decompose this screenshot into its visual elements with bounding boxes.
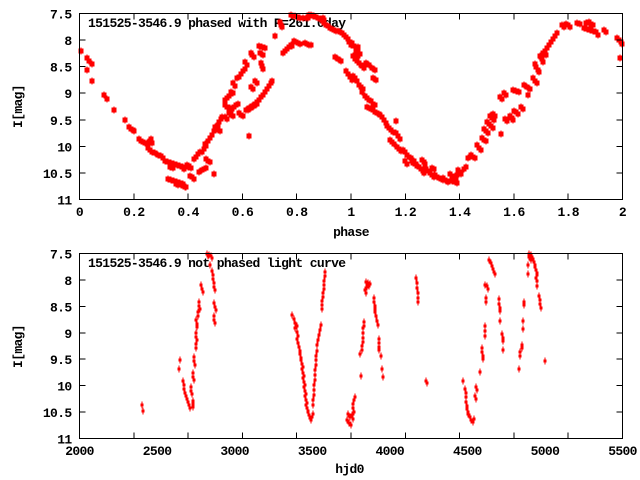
svg-text:1.8: 1.8: [557, 205, 579, 220]
svg-text:0.2: 0.2: [123, 205, 145, 220]
svg-text:5000: 5000: [531, 444, 560, 459]
svg-text:3000: 3000: [220, 444, 249, 459]
svg-text:hjd0: hjd0: [335, 462, 364, 477]
svg-text:2500: 2500: [143, 444, 172, 459]
svg-text:phase: phase: [333, 225, 370, 240]
svg-text:9: 9: [64, 327, 72, 342]
svg-text:1.4: 1.4: [449, 205, 471, 220]
svg-text:11: 11: [57, 194, 72, 209]
svg-text:5500: 5500: [608, 444, 637, 459]
svg-text:0.6: 0.6: [232, 205, 254, 220]
svg-text:I[mag]: I[mag]: [11, 85, 26, 128]
svg-text:11: 11: [57, 433, 72, 448]
svg-text:2000: 2000: [65, 444, 94, 459]
svg-text:1: 1: [347, 205, 355, 220]
svg-text:8.5: 8.5: [50, 61, 72, 76]
svg-text:10: 10: [57, 380, 72, 395]
svg-text:10.5: 10.5: [43, 406, 72, 421]
svg-text:8: 8: [64, 274, 72, 289]
svg-text:10.5: 10.5: [43, 167, 72, 182]
svg-text:3500: 3500: [298, 444, 327, 459]
svg-text:8.5: 8.5: [50, 300, 72, 315]
svg-text:0.4: 0.4: [177, 205, 199, 220]
svg-text:7.5: 7.5: [50, 8, 72, 23]
svg-text:9.5: 9.5: [50, 353, 72, 368]
svg-text:7.5: 7.5: [50, 248, 72, 263]
svg-text:9.5: 9.5: [50, 114, 72, 129]
svg-text:4500: 4500: [453, 444, 482, 459]
svg-text:2: 2: [619, 205, 627, 220]
svg-text:8: 8: [64, 34, 72, 49]
svg-text:I[mag]: I[mag]: [11, 325, 26, 368]
svg-text:1.6: 1.6: [503, 205, 525, 220]
svg-text:4000: 4000: [375, 444, 404, 459]
svg-text:1.2: 1.2: [395, 205, 417, 220]
svg-text:10: 10: [57, 140, 72, 155]
svg-text:0: 0: [76, 205, 84, 220]
svg-text:9: 9: [64, 87, 72, 102]
svg-text:0.8: 0.8: [286, 205, 308, 220]
svg-text:151525-3546.9 not phased light: 151525-3546.9 not phased light curve: [88, 256, 346, 271]
